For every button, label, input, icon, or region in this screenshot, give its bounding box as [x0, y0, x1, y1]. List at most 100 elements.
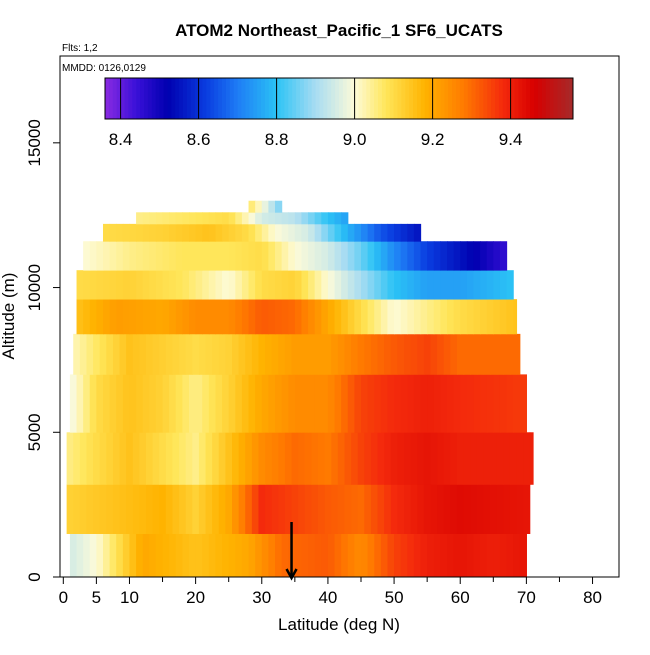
heatmap-cell: [93, 432, 101, 485]
heatmap-cell: [208, 212, 217, 225]
heatmap-cell: [275, 212, 283, 225]
heatmap-cell: [245, 484, 253, 534]
heatmap-cell: [261, 533, 269, 577]
heatmap-cell: [490, 432, 498, 485]
heatmap-cell: [241, 241, 250, 271]
heatmap-cell: [341, 241, 349, 271]
heatmap-cell: [437, 333, 445, 375]
heatmap-cell: [354, 533, 362, 577]
heatmap-cell: [384, 432, 392, 485]
heatmap-cell: [390, 333, 398, 375]
heatmap-cell: [367, 533, 375, 577]
heatmap-cell: [361, 533, 369, 577]
heatmap-cell: [126, 484, 134, 534]
heatmap-cell: [321, 241, 329, 271]
heatmap-cell: [447, 270, 455, 300]
heatmap-cell: [281, 374, 289, 433]
heatmap-cell: [235, 374, 243, 433]
heatmap-cell: [129, 241, 137, 271]
heatmap-cell: [208, 299, 217, 335]
heatmap-cell: [241, 299, 250, 335]
heatmap-cell: [165, 484, 174, 534]
heatmap-cell: [417, 333, 425, 375]
heatmap-cell: [225, 484, 233, 534]
colorbar-segment: [194, 78, 200, 119]
heatmap-cell: [281, 223, 289, 242]
heatmap-cell: [235, 270, 243, 300]
heatmap-cell: [112, 432, 121, 485]
heatmap-cell: [248, 200, 256, 213]
heatmap-cell: [198, 333, 207, 375]
colorbar-segment: [136, 78, 141, 119]
heatmap-cell: [103, 241, 111, 271]
heatmap-cell: [314, 241, 322, 271]
heatmap-cell: [314, 533, 322, 577]
heatmap-cell: [294, 241, 303, 271]
heatmap-cell: [473, 299, 481, 335]
heatmap-cell: [238, 484, 246, 534]
heatmap-cell: [427, 299, 435, 335]
heatmap-cell: [228, 270, 236, 300]
heatmap-cell: [466, 241, 475, 271]
heatmap-cell: [109, 241, 117, 271]
heatmap-cell: [374, 374, 382, 433]
heatmap-cell: [235, 533, 243, 577]
heatmap-cell: [327, 374, 336, 433]
heatmap-cell: [222, 223, 230, 242]
heatmap-cell: [232, 333, 240, 375]
heatmap-cell: [172, 333, 180, 375]
heatmap-cell: [162, 223, 170, 242]
heatmap-cell: [169, 223, 177, 242]
heatmap-cell: [129, 374, 137, 433]
heatmap-cell: [294, 270, 303, 300]
heatmap-cell: [248, 533, 256, 577]
heatmap-cell: [268, 212, 276, 225]
colorbar-segment: [300, 78, 305, 119]
heatmap-cell: [258, 432, 266, 485]
heatmap-cell: [361, 223, 369, 242]
heatmap-cell: [440, 533, 448, 577]
heatmap-cell: [265, 484, 273, 534]
colorbar-segment: [491, 78, 496, 119]
colorbar-segment: [526, 78, 531, 119]
heatmap-cell: [169, 270, 177, 300]
heatmap-cell: [165, 333, 174, 375]
heatmap-cell: [486, 241, 494, 271]
colorbar-segment: [366, 78, 371, 119]
heatmap-cell: [308, 212, 316, 225]
heatmap-cell: [357, 432, 365, 485]
heatmap-cell: [83, 533, 91, 577]
colorbar-segment: [319, 78, 324, 119]
colorbar-segment: [514, 78, 519, 119]
heatmap-cell: [394, 241, 402, 271]
heatmap-cell: [228, 212, 236, 225]
colorbar-segment: [456, 78, 461, 119]
colorbar-segment: [397, 78, 402, 119]
heatmap-cell: [324, 333, 332, 375]
heatmap-cell: [400, 223, 408, 242]
heatmap-cell: [281, 241, 289, 271]
heatmap-cell: [152, 484, 160, 534]
heatmap-cell: [404, 333, 412, 375]
heatmap-cell: [195, 533, 203, 577]
heatmap-cell: [410, 432, 418, 485]
colorbar-segment: [296, 78, 301, 119]
heatmap-cell: [450, 432, 458, 485]
heatmap-cell: [304, 484, 312, 534]
heatmap-cell: [109, 223, 117, 242]
y-axis: 0 5000 10000 15000: [25, 119, 60, 582]
colorbar-segment: [335, 78, 340, 119]
heatmap-cell: [89, 533, 97, 577]
heatmap-cell: [142, 270, 150, 300]
heatmap-cell: [96, 533, 104, 577]
colorbar-segment: [405, 78, 410, 119]
heatmap-cell: [308, 241, 316, 271]
heatmap-cell: [470, 432, 478, 485]
heatmap-cell: [460, 533, 468, 577]
heatmap-cell: [463, 432, 471, 485]
heatmap-cell: [311, 484, 319, 534]
colorbar-segment: [284, 78, 289, 119]
heatmap-cell: [410, 484, 418, 534]
heatmap-cell: [308, 374, 316, 433]
heatmap-cell: [248, 241, 256, 271]
